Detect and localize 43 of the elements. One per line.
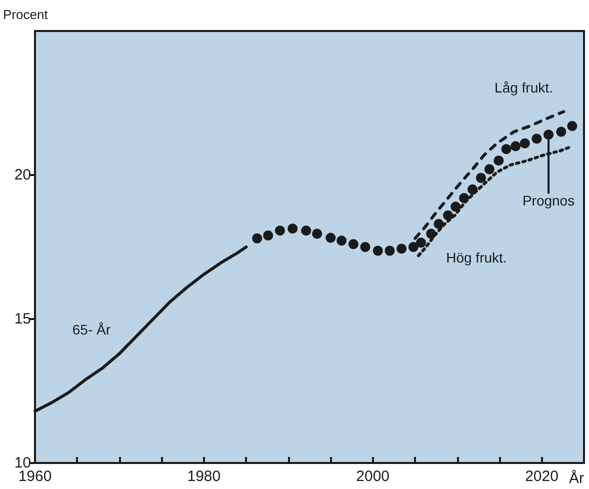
point: [468, 184, 478, 194]
point: [263, 230, 274, 240]
point: [476, 172, 486, 183]
point: [494, 156, 504, 166]
point: [450, 202, 461, 212]
point: [348, 239, 358, 250]
point: [567, 121, 578, 132]
point: [434, 218, 444, 229]
x-axis-title: År: [569, 469, 584, 487]
point: [520, 138, 530, 148]
y-tick-label: 15: [14, 310, 31, 328]
point: [408, 242, 418, 252]
point: [396, 244, 407, 254]
point: [384, 246, 395, 256]
point: [336, 236, 347, 246]
point: [288, 224, 298, 234]
series-label: Låg frukt.: [494, 80, 553, 96]
text: Prognos: [522, 192, 575, 209]
point: [556, 126, 566, 137]
point: [252, 233, 262, 244]
point: [459, 193, 470, 204]
point: [544, 130, 554, 140]
y-tick-label: 20: [14, 166, 31, 184]
x-tick-label: 1980: [187, 468, 221, 485]
point: [372, 246, 383, 256]
point: [301, 226, 312, 236]
point: [443, 210, 454, 220]
x-tick-label: 2020: [525, 468, 558, 485]
point: [510, 141, 521, 152]
point: [532, 134, 542, 144]
series-label: Hög frukt.: [446, 250, 507, 266]
point: [312, 228, 322, 239]
point: [416, 238, 426, 248]
point: [501, 144, 512, 154]
point: [274, 226, 285, 236]
series-label: 65- År: [72, 322, 111, 338]
x-tick-label: 1960: [18, 468, 52, 485]
point: [360, 242, 370, 252]
y-axis-title: Procent: [3, 7, 48, 22]
point: [426, 228, 436, 239]
x-tick-label: 2000: [356, 468, 390, 485]
point: [484, 164, 494, 174]
point: [326, 232, 336, 243]
